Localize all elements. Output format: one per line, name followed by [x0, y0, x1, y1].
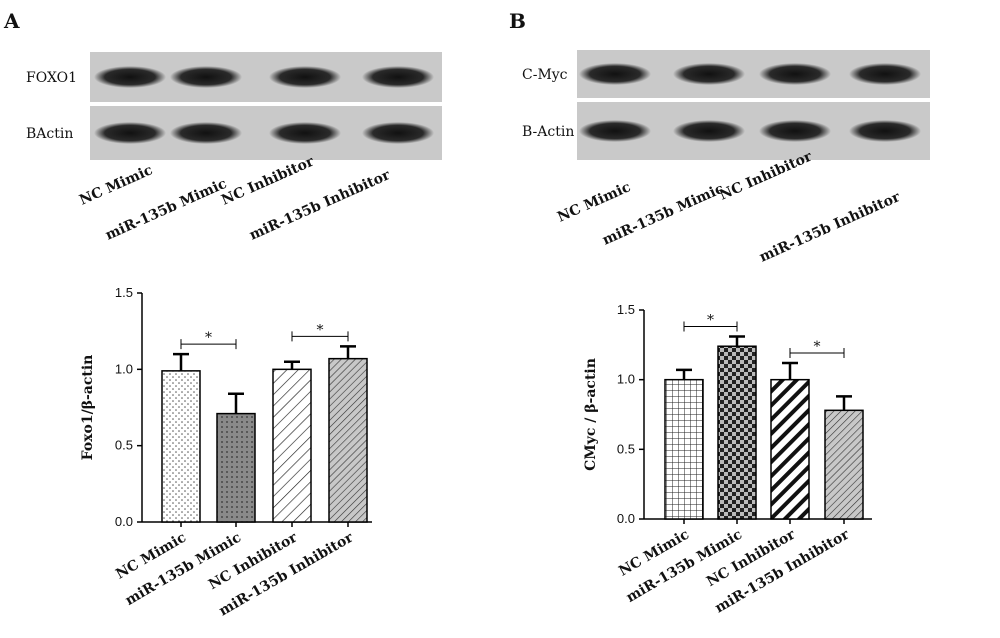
error-bar [836, 395, 852, 411]
bar [717, 345, 757, 520]
blot-band [269, 122, 341, 144]
y-tick-label: 1.5 [617, 302, 635, 317]
significance-bracket [180, 339, 237, 350]
y-tick-label: 0.0 [617, 511, 635, 526]
error-bar [284, 360, 300, 370]
y-tick-label: 1.0 [115, 361, 133, 376]
blot-lane-label: miR-135b Inhibitor [757, 189, 903, 266]
y-tick-label: 0.5 [115, 438, 133, 453]
y-tick-label: 1.5 [115, 285, 133, 300]
blot-band [170, 66, 242, 88]
significance-label: * [814, 339, 821, 355]
panel-label: A [3, 9, 20, 33]
y-tick-label: 1.0 [617, 372, 635, 387]
bar [770, 378, 810, 520]
error-bar [173, 352, 189, 371]
blot-lane-label: NC Mimic [555, 179, 633, 225]
blot-band [849, 120, 921, 142]
blot-band [673, 63, 745, 85]
significance-label: * [707, 312, 714, 328]
y-tick-label: 0.5 [617, 441, 635, 456]
blot-band [94, 122, 166, 144]
bar [328, 357, 368, 523]
blot-lane-label: NC Mimic [77, 162, 155, 208]
blot-band [579, 120, 651, 142]
error-bar [676, 368, 692, 380]
blot-band [759, 63, 831, 85]
blot-band [269, 66, 341, 88]
error-bar [782, 361, 798, 380]
blot-lane-label: NC Inhibitor [219, 153, 317, 208]
significance-bracket [291, 331, 349, 342]
blot-band [849, 63, 921, 85]
blot-row-label: C-Myc [522, 67, 568, 83]
blot-band [94, 66, 166, 88]
significance-label: * [205, 330, 212, 346]
bar [824, 409, 864, 520]
blot-band [759, 120, 831, 142]
y-axis-label: Foxo1/β-actin [80, 355, 96, 461]
significance-label: * [317, 322, 324, 338]
bar [272, 368, 312, 523]
bar [216, 412, 256, 523]
blot-row-label: BActin [26, 126, 73, 142]
significance-bracket [683, 321, 738, 332]
error-bar [228, 392, 244, 414]
blot-row-label: FOXO1 [26, 70, 77, 86]
error-bar [340, 345, 356, 359]
panel-label: B [509, 9, 526, 33]
bar [161, 370, 201, 523]
error-bar [729, 335, 745, 347]
significance-bracket [789, 347, 845, 358]
blot-band [170, 122, 242, 144]
blot-band [673, 120, 745, 142]
blot-band [579, 63, 651, 85]
y-tick-label: 0.0 [115, 514, 133, 529]
y-axis-label: CMyc / β-actin [583, 358, 599, 471]
blot-band [362, 66, 434, 88]
bar [664, 378, 704, 520]
blot-band [362, 122, 434, 144]
blot-row-label: B-Actin [522, 124, 574, 140]
